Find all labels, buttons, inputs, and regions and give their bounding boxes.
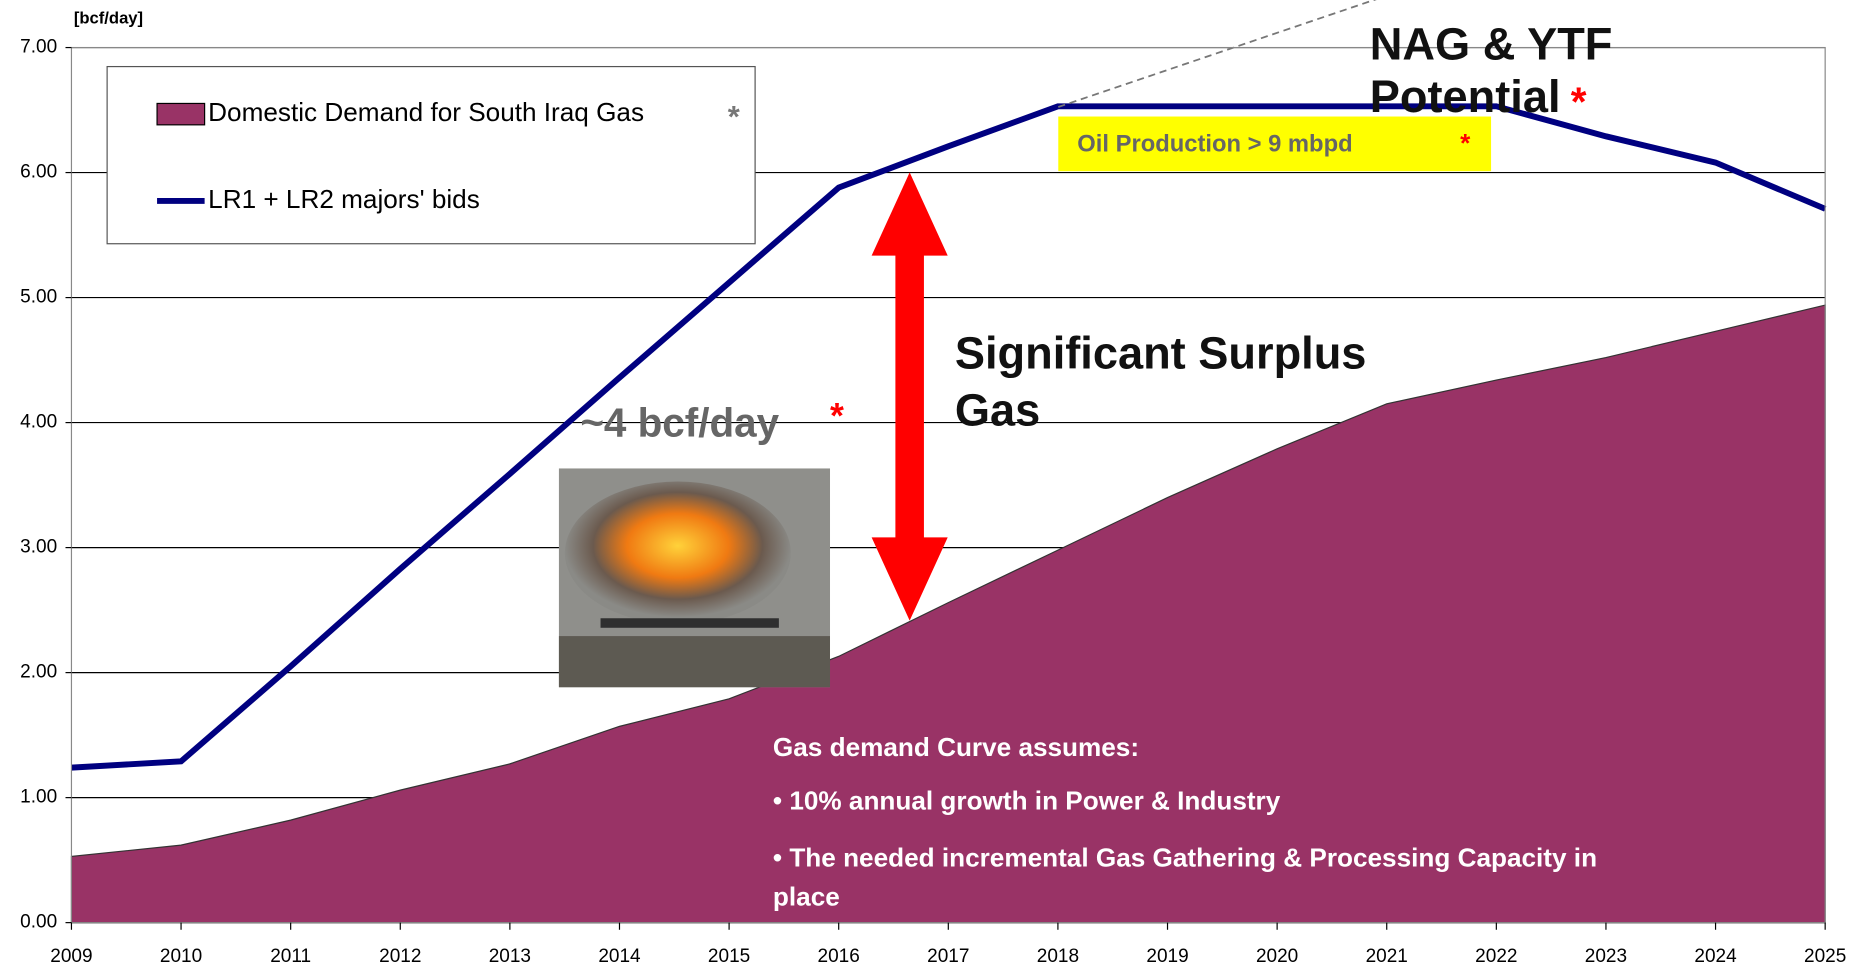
x-tick-label: 2021 — [1366, 946, 1408, 967]
legend-label: LR1 + LR2 majors' bids — [208, 184, 480, 214]
y-tick-label: 1.00 — [20, 787, 57, 808]
y-tick-label: 3.00 — [20, 537, 57, 558]
flare-photo — [559, 468, 830, 687]
legend-box — [107, 67, 755, 244]
x-tick-label: 2017 — [927, 946, 969, 967]
assumption-note: • 10% annual growth in Power & Industry — [773, 785, 1281, 815]
dashed-potential-line — [1058, 0, 1409, 107]
assumption-note: place — [773, 882, 840, 912]
x-tick-label: 2022 — [1475, 946, 1517, 967]
y-tick-label: 7.00 — [20, 37, 57, 58]
nag-ytf-star: * — [1571, 78, 1587, 124]
demand-area — [71, 305, 1825, 923]
surplus-label: Gas — [955, 385, 1040, 436]
chart: NAG & YTFPotential*Oil Production > 9 mb… — [0, 0, 1855, 969]
page: {"chart_data": { "type": "area-line", "y… — [0, 0, 1855, 969]
x-tick-label: 2011 — [270, 946, 311, 967]
flaring-star: * — [830, 396, 844, 436]
oil-production-label: Oil Production > 9 mbpd — [1077, 130, 1352, 157]
x-tick-label: 2024 — [1694, 946, 1737, 967]
nag-ytf-label: NAG & YTF — [1370, 18, 1613, 69]
x-tick-label: 2012 — [379, 946, 421, 967]
y-tick-label: 0.00 — [20, 912, 57, 933]
nag-ytf-label: Potential — [1370, 71, 1561, 122]
y-tick-label: 5.00 — [20, 287, 57, 308]
flaring-label: ~4 bcf/day — [580, 399, 779, 445]
legend-label: Domestic Demand for South Iraq Gas — [208, 97, 644, 127]
assumption-note: • The needed incremental Gas Gathering &… — [773, 843, 1597, 873]
x-tick-label: 2015 — [708, 946, 750, 967]
x-tick-label: 2019 — [1146, 946, 1188, 967]
x-tick-label: 2014 — [598, 946, 641, 967]
x-tick-label: 2010 — [160, 946, 202, 967]
oil-production-star: * — [1460, 128, 1471, 158]
x-tick-label: 2016 — [818, 946, 860, 967]
y-tick-label: 4.00 — [20, 412, 57, 433]
assumption-note: Gas demand Curve assumes: — [773, 732, 1139, 762]
x-tick-label: 2018 — [1037, 946, 1079, 967]
x-tick-label: 2025 — [1804, 946, 1846, 967]
y-tick-label: 6.00 — [20, 162, 57, 183]
legend-star: * — [728, 99, 740, 134]
y-tick-label: 2.00 — [20, 662, 57, 683]
x-tick-label: 2023 — [1585, 946, 1627, 967]
surplus-arrow — [872, 172, 948, 620]
surplus-label: Significant Surplus — [955, 328, 1367, 379]
x-tick-label: 2013 — [489, 946, 531, 967]
x-tick-label: 2020 — [1256, 946, 1298, 967]
x-tick-label: 2009 — [50, 946, 92, 967]
y-axis-label: [bcf/day] — [74, 8, 143, 27]
legend-swatch — [157, 103, 205, 124]
